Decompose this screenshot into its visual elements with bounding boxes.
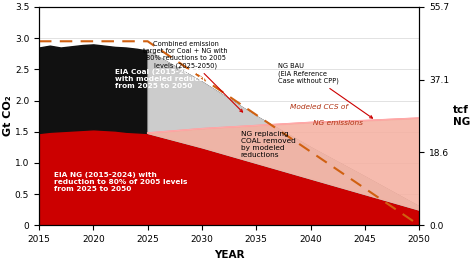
Text: NG BAU
(EIA Reference
Case without CPP): NG BAU (EIA Reference Case without CPP) bbox=[278, 63, 373, 118]
Y-axis label: tcf
NG: tcf NG bbox=[453, 105, 471, 127]
Text: Modeled CCS of: Modeled CCS of bbox=[290, 104, 348, 110]
X-axis label: YEAR: YEAR bbox=[214, 250, 245, 260]
Y-axis label: Gt CO₂: Gt CO₂ bbox=[3, 96, 13, 136]
Text: EIA NG (2015-2024) with
reduction to 80% of 2005 levels
from 2025 to 2050: EIA NG (2015-2024) with reduction to 80%… bbox=[54, 171, 188, 191]
Text: NG replacing
COAL removed
by modeled
reductions: NG replacing COAL removed by modeled red… bbox=[240, 131, 295, 158]
Text: EIA Coal (2015-2024)
with modeled reductions
from 2025 to 2050: EIA Coal (2015-2024) with modeled reduct… bbox=[115, 69, 219, 89]
Text: NG emissions: NG emissions bbox=[313, 120, 363, 126]
Text: Combined emission
target for Coal + NG with
80% reductions to 2005
levels (2025-: Combined emission target for Coal + NG w… bbox=[143, 41, 243, 112]
